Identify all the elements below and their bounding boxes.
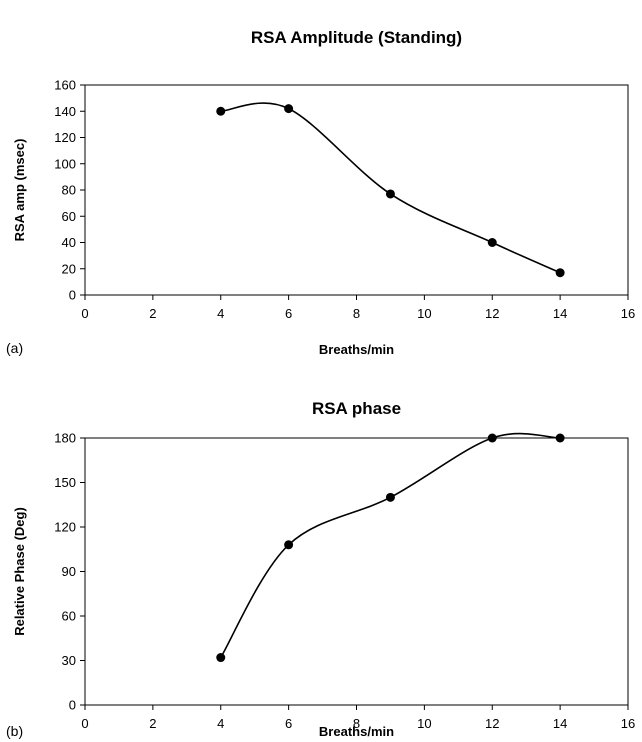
chart1-title: RSA Amplitude (Standing) <box>251 28 462 47</box>
chart1-y-tick-label: 80 <box>62 183 76 198</box>
chart2-y-tick-label: 180 <box>54 431 76 446</box>
chart1-x-tick-label: 8 <box>353 306 360 321</box>
chart2-x-tick-label: 6 <box>285 716 292 731</box>
chart2-x-tick-label: 14 <box>553 716 567 731</box>
chart1-y-tick-label: 40 <box>62 235 76 250</box>
chart2-y-tick-label: 30 <box>62 653 76 668</box>
chart2-y-tick-label: 120 <box>54 520 76 535</box>
chart1-x-tick-label: 14 <box>553 306 567 321</box>
chart1-y-tick-label: 160 <box>54 78 76 93</box>
chart2-y-axis-label: Relative Phase (Deg) <box>12 507 27 636</box>
chart2-x-axis-label: Breaths/min <box>319 724 394 739</box>
chart2-data-point <box>555 433 565 443</box>
chart2-y-tick-label: 60 <box>62 609 76 624</box>
chart1-x-tick-label: 16 <box>621 306 635 321</box>
chart2-x-tick-label: 2 <box>149 716 156 731</box>
chart2-x-tick-label: 0 <box>81 716 88 731</box>
chart1-data-point <box>487 238 497 247</box>
chart2-title: RSA phase <box>312 399 401 418</box>
chart1-data-point <box>216 106 226 116</box>
chart2-data-point <box>216 653 226 663</box>
chart2-plot-frame <box>84 437 629 706</box>
chart2-x-tick-label: 4 <box>217 716 224 731</box>
chart2-data-point <box>487 433 497 443</box>
chart1-x-tick-label: 6 <box>285 306 292 321</box>
chart2-x-tick-label: 16 <box>621 716 635 731</box>
chart1-data-point <box>555 268 565 278</box>
chart1-y-tick-label: 0 <box>69 288 76 303</box>
chart2-x-tick-label: 10 <box>417 716 431 731</box>
chart1-x-tick-label: 2 <box>149 306 156 321</box>
chart1-y-tick-label: 100 <box>54 156 76 171</box>
chart2-y-tick-label: 0 <box>69 698 76 713</box>
chart1-y-tick-label: 120 <box>54 130 76 145</box>
chart1-y-axis-label: RSA amp (msec) <box>12 139 27 242</box>
chart1-data-point <box>385 189 395 199</box>
chart1-x-tick-label: 12 <box>485 306 499 321</box>
chart1-y-tick-label: 60 <box>62 209 76 224</box>
chart1-series-1-line <box>220 102 561 274</box>
chart1-plot-frame <box>84 84 629 296</box>
chart2-series-1-line <box>220 432 561 658</box>
chart1-x-axis-label: Breaths/min <box>319 342 394 357</box>
chart2-x-tick-label: 8 <box>353 716 360 731</box>
chart1-x-tick-label: 10 <box>417 306 431 321</box>
chart2-y-tick-label: 90 <box>62 564 76 579</box>
chart2-data-point <box>385 492 395 502</box>
chart1-panel-label: (a) <box>6 340 23 356</box>
chart1-data-point <box>284 104 294 114</box>
chart2-x-tick-label: 12 <box>485 716 499 731</box>
chart1-x-tick-label: 0 <box>81 306 88 321</box>
chart1-y-tick-label: 20 <box>62 261 76 276</box>
chart1-x-tick-label: 4 <box>217 306 224 321</box>
chart2-y-tick-label: 150 <box>54 475 76 490</box>
chart2-panel-label: (b) <box>6 723 23 739</box>
chart1-y-tick-label: 140 <box>54 104 76 119</box>
chart2-data-point <box>284 540 294 550</box>
